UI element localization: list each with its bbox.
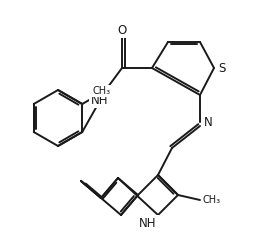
Text: N: N: [204, 115, 212, 128]
Text: CH₃: CH₃: [203, 195, 221, 205]
Text: CH₃: CH₃: [92, 86, 110, 96]
Text: NH: NH: [139, 217, 157, 230]
Text: O: O: [117, 24, 127, 37]
Text: S: S: [218, 61, 226, 74]
Text: NH: NH: [91, 94, 109, 107]
